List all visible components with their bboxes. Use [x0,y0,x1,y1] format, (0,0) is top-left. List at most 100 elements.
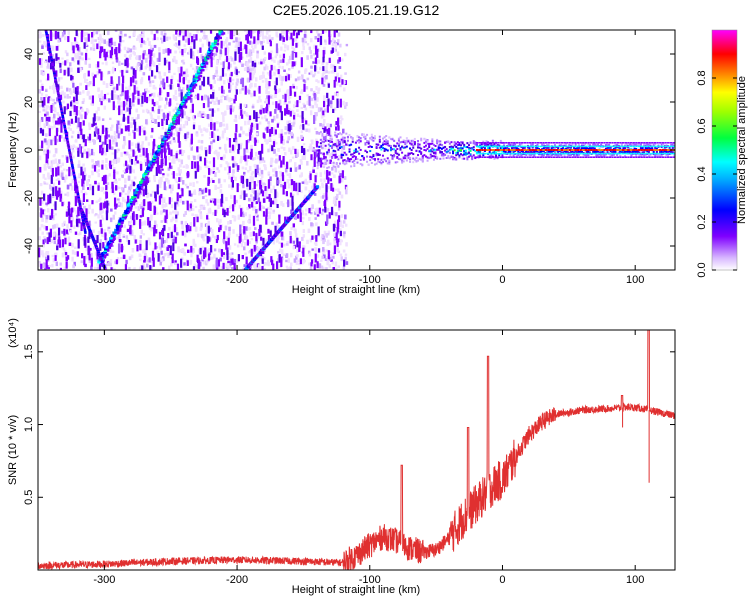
spectrogram-cell [109,259,113,264]
spectrogram-cell [91,164,95,169]
spectrogram-cell [173,140,176,143]
spectrogram-cell [201,133,204,137]
spectrogram-cell [323,254,326,259]
spectrogram-cell [225,96,229,101]
spectrogram-cell [105,179,109,182]
spectrogram-cell [338,191,342,195]
spectrogram-cell [187,79,191,84]
spectrogram-cell [304,41,308,44]
spectrogram-cell [247,197,251,202]
spectrogram-cell [74,41,77,45]
spectrogram-cell [87,187,90,190]
spectrogram-cell [57,57,60,60]
spectrogram-cell [167,167,171,171]
spectrogram-cell [182,31,186,36]
spectrogram-cell [71,76,74,80]
spectrogram-cell [321,135,324,141]
spectrogram-cell [240,155,243,159]
spectrogram-cell [326,123,330,127]
spectrogram-cell [309,104,312,109]
spectrogram-cell [336,92,339,97]
spectrogram-cell [114,207,117,210]
spectrogram-cell [172,235,176,239]
spectrogram-cell [226,137,229,141]
spectrogram-cell [172,108,175,112]
spectrogram-cell [159,180,162,185]
spectrogram-cell [70,42,74,46]
spectrogram-cell [281,235,284,241]
spectrogram-cell [119,70,123,73]
spectrogram-cell [285,62,289,66]
spectrogram-cell [128,186,131,192]
spectrogram-cell [169,139,173,145]
spectrogram-cell [264,78,268,83]
spectrogram-cell [293,112,296,117]
spectrogram-cell [154,86,157,90]
spectrogram-cell [114,141,117,144]
spectrogram-cell [230,57,234,62]
spectrogram-cell [310,207,313,212]
spectrogram-cell [52,224,55,230]
spectrogram-cell [92,246,96,250]
spectrogram-cell [207,208,211,214]
spectrogram-cell [260,246,263,249]
spectrogram-cell [270,50,273,53]
spectrogram-cell [66,191,70,197]
spectrogram-cell [220,95,223,98]
spectrogram-cell [158,179,161,185]
spectrogram-cell [323,108,327,113]
spectrogram-cell [209,227,212,232]
spectrogram-cell [290,209,293,215]
spectrogram-cell [312,166,315,171]
spectrogram-cell [321,208,325,212]
spectrogram-cell [322,193,326,197]
spectrogram-cell [158,71,161,74]
spectrogram-cell [170,188,173,194]
spectrogram-cell [45,218,48,223]
spectrogram-cell [284,151,287,156]
spectrogram-cell [229,261,232,266]
spectrogram-cell [42,209,46,212]
spectrogram-cell [334,188,337,191]
spectrogram-cell [71,243,74,248]
spectrogram-cell [183,74,186,78]
spectrogram-cell [179,176,183,182]
spectrogram-cell [183,111,186,116]
spectrogram-cell [121,174,124,177]
spectrogram-cell [139,215,143,218]
spectrogram-cell [257,189,261,193]
spectrogram-cell [271,200,275,205]
spectrogram-cell [46,232,49,235]
spectrogram-cell [106,182,110,186]
spectrogram-cell [67,238,70,243]
spectrogram-cell [343,176,347,180]
spectrogram-cell [236,41,240,47]
spectrogram-cell [310,97,314,102]
spectrogram-cell [118,236,121,239]
spectrogram-cell [132,268,136,270]
spectrogram-cell [141,141,145,145]
spectrogram-cell [288,131,291,135]
spectrogram-cell [217,266,221,270]
spectrogram-cell [124,170,127,174]
spectrogram-cell [165,238,169,243]
spectrogram-cell [256,214,259,218]
spectrogram-cell [200,30,203,32]
spectrogram-cell [271,57,274,62]
spectrogram-cell [315,92,318,95]
spectrogram-cell [309,146,312,151]
spectrogram-cell [291,184,294,189]
spectrogram-cell [210,198,213,201]
spectrogram-cell [183,71,186,76]
spectrogram-cell [199,85,202,91]
spectrogram-cell [188,229,191,234]
spectrogram-cell [224,167,227,171]
spectrogram-cell [118,178,121,181]
spectrogram-cell [78,110,81,115]
spectrogram-cell [207,218,210,221]
spectrogram-cell [252,47,255,53]
spectrogram-cell [323,79,327,83]
spectrogram-cell [292,50,296,55]
spectrogram-cell [273,65,276,70]
spectrogram-cell [258,151,261,155]
